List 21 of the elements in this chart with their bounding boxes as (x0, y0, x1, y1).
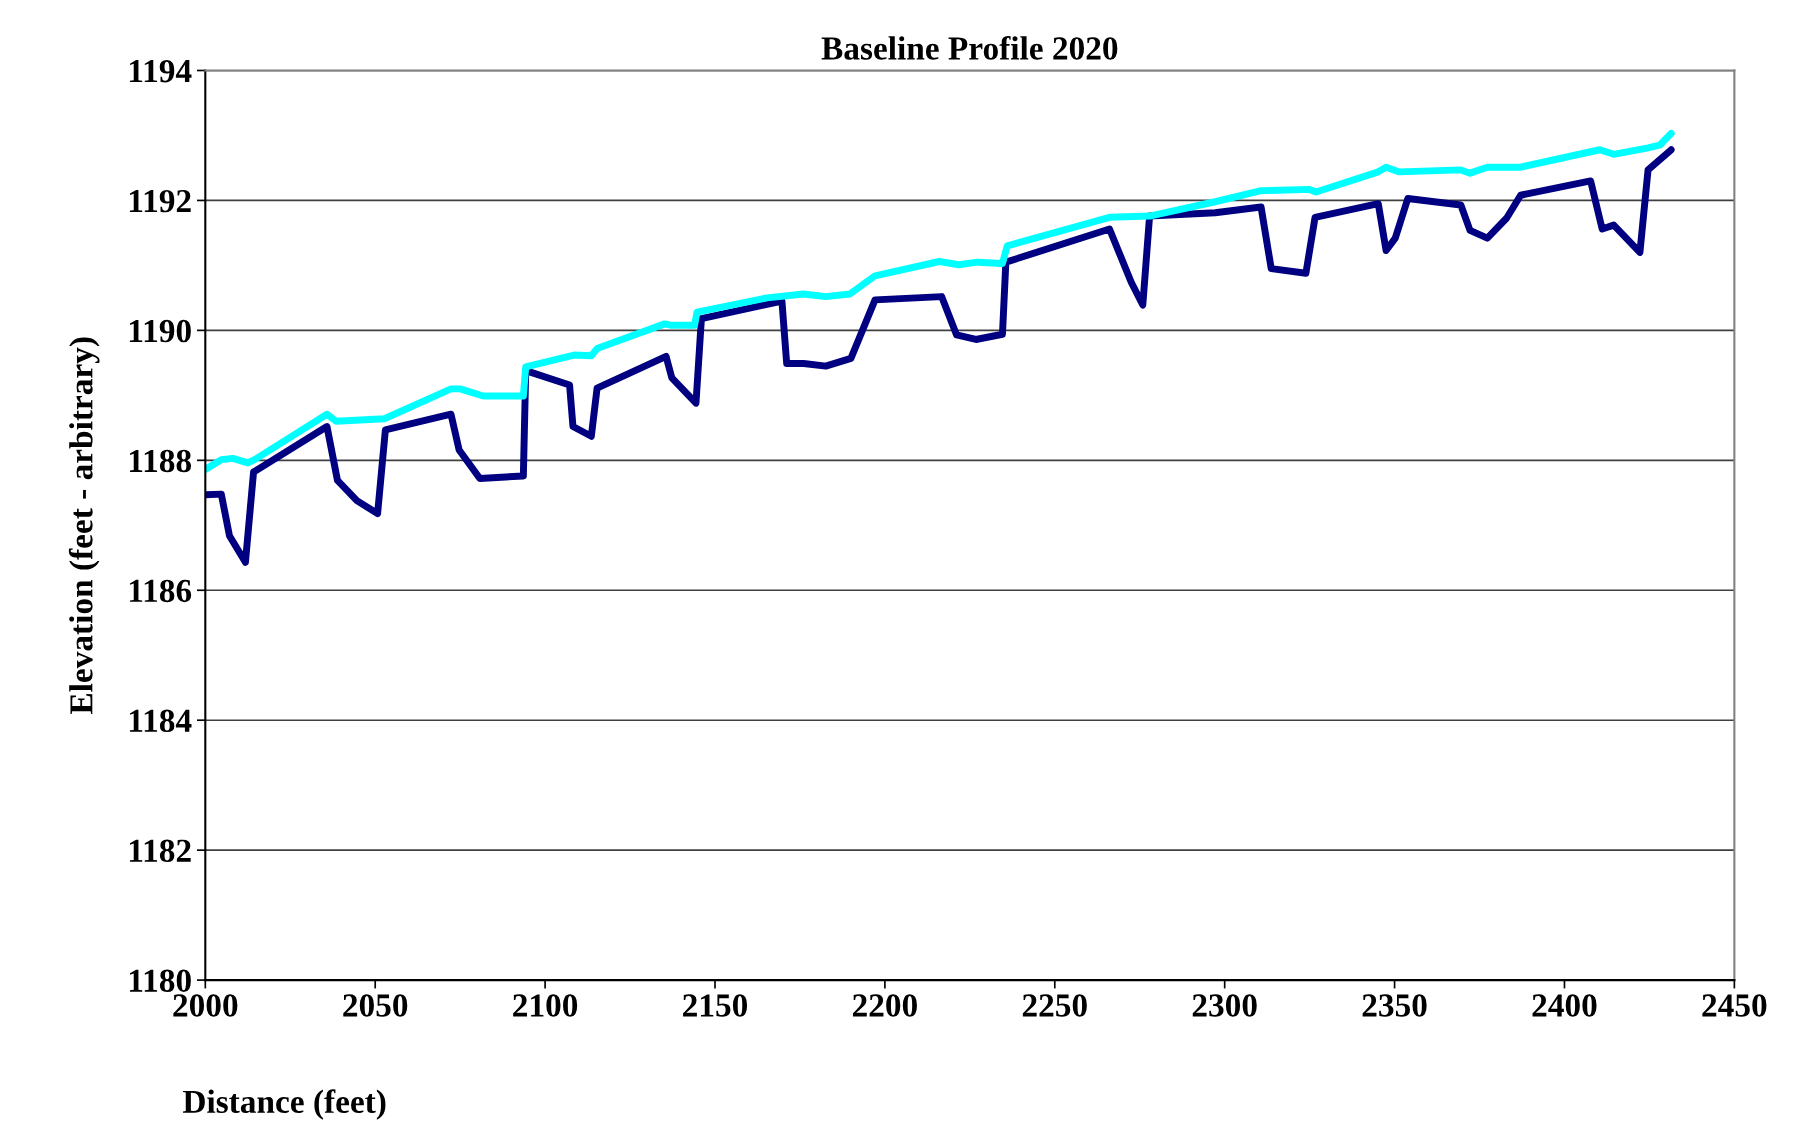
y-tick-label: 1184 (129, 709, 192, 733)
x-tick-label: 2200 (852, 994, 917, 1017)
y-tick-label: 1186 (129, 579, 192, 603)
x-tick-label: 2150 (683, 994, 748, 1017)
x-tick-label: 2400 (1532, 994, 1597, 1017)
y-tick-label: 1194 (129, 59, 192, 83)
y-tick-label: 1188 (129, 449, 192, 473)
x-tick-label: 2350 (1362, 994, 1427, 1017)
x-tick-label: 2300 (1192, 994, 1257, 1017)
y-tick-label: 1180 (129, 969, 191, 992)
x-axis-title: Distance (feet) (182, 1089, 386, 1120)
x-tick-label: 2250 (1022, 994, 1087, 1017)
y-tick-label: 1182 (129, 839, 191, 863)
y-axis-title: Elevation (feet - arbitrary) (68, 337, 100, 715)
chart-title: Baseline Profile 2020 (821, 35, 1118, 60)
x-tick-label: 2050 (343, 994, 408, 1017)
y-tick-label: 1192 (129, 189, 191, 213)
y-tick-label: 1190 (129, 319, 191, 343)
x-tick-label: 2100 (513, 994, 578, 1017)
x-tick-label: 2000 (173, 994, 238, 1017)
x-tick-label: 2450 (1702, 994, 1767, 1017)
